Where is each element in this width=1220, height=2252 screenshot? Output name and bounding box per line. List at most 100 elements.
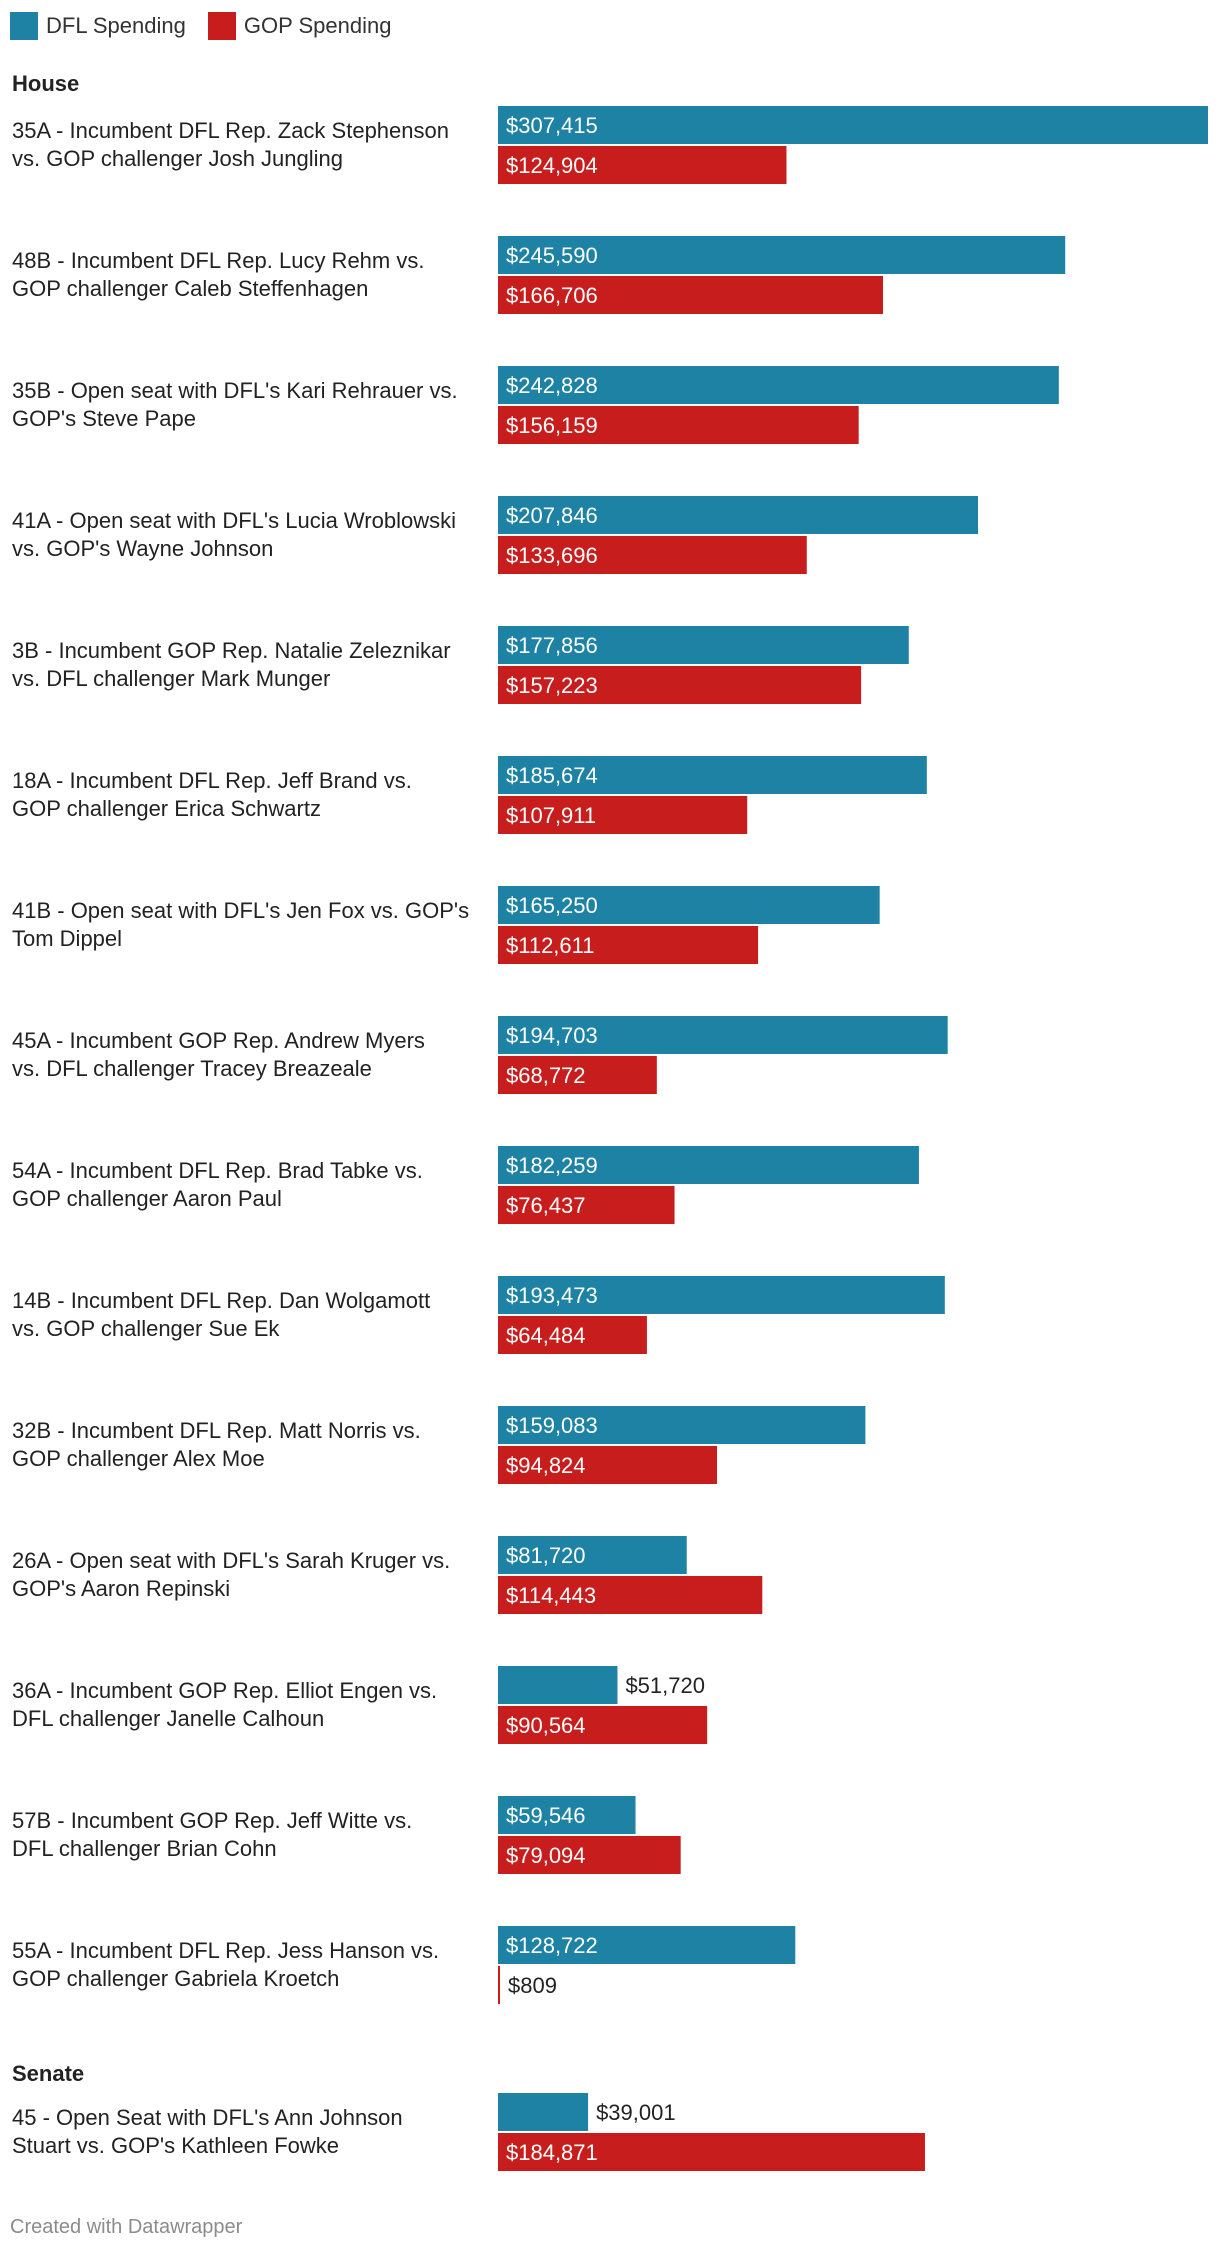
bar-value-dfl: $165,250: [506, 893, 598, 918]
bar-value-gop: $114,443: [506, 1583, 596, 1608]
row-label: 35B - Open seat with DFL's Kari Rehrauer…: [12, 378, 458, 403]
legend-swatch-gop: [207, 12, 236, 40]
bar-value-gop: $76,437: [506, 1193, 586, 1218]
row-label: 41B - Open seat with DFL's Jen Fox vs. G…: [12, 898, 469, 923]
bar-value-dfl: $128,722: [506, 1933, 598, 1958]
section-title-senate: Senate: [12, 2061, 84, 2086]
bar-value-dfl: $207,846: [506, 503, 598, 528]
row-label: 14B - Incumbent DFL Rep. Dan Wolgamott: [12, 1288, 430, 1313]
footer-credit: Created with Datawrapper: [10, 2216, 243, 2238]
bar-value-gop: $64,484: [506, 1323, 586, 1348]
row-label: GOP challenger Gabriela Kroetch: [12, 1966, 339, 1991]
bar-value-gop: $809: [508, 1973, 557, 1998]
bar-gop: [498, 1706, 708, 1744]
bar-gop: [498, 536, 807, 574]
bar-dfl: [498, 1146, 919, 1184]
row-label: DFL challenger Brian Cohn: [12, 1836, 277, 1861]
bar-value-dfl: $193,473: [506, 1283, 598, 1308]
row-label: 36A - Incumbent GOP Rep. Elliot Engen vs…: [12, 1678, 437, 1703]
bar-dfl: [498, 366, 1059, 404]
bar-gop: [498, 926, 759, 964]
bar-gop: [498, 2133, 925, 2171]
row-label: Stuart vs. GOP's Kathleen Fowke: [12, 2133, 339, 2158]
bar-gop: [498, 1576, 763, 1614]
bar-value-dfl: $177,856: [506, 633, 598, 658]
bar-gop: [498, 146, 787, 184]
bar-dfl: [498, 2093, 589, 2131]
row-label: vs. GOP challenger Josh Jungling: [12, 146, 343, 171]
legend-item-gop: GOP Spending: [207, 12, 392, 40]
legend-label-gop: GOP Spending: [243, 13, 392, 38]
bar-dfl: [498, 1666, 618, 1704]
row-label: vs. GOP's Wayne Johnson: [12, 536, 273, 561]
row-label: 35A - Incumbent DFL Rep. Zack Stephenson: [12, 118, 449, 143]
legend-swatch-dfl: [10, 12, 38, 40]
bar-dfl: [498, 106, 1208, 144]
row-label: 18A - Incumbent DFL Rep. Jeff Brand vs.: [12, 768, 412, 793]
row-label: 55A - Incumbent DFL Rep. Jess Hanson vs.: [12, 1938, 439, 1963]
bar-value-gop: $112,611: [506, 933, 595, 958]
row-label: DFL challenger Janelle Calhoun: [12, 1706, 324, 1731]
bar-gop: [498, 1186, 675, 1224]
bar-value-dfl: $307,415: [506, 113, 598, 138]
row-label: 3B - Incumbent GOP Rep. Natalie Zeleznik…: [12, 638, 451, 663]
bar-gop: [498, 1056, 657, 1094]
bar-value-dfl: $194,703: [506, 1023, 598, 1048]
section-title-house: House: [12, 71, 79, 96]
bar-value-dfl: $51,720: [625, 1673, 705, 1698]
bar-value-gop: $156,159: [506, 413, 598, 438]
bar-value-gop: $68,772: [506, 1063, 586, 1088]
row-label: 32B - Incumbent DFL Rep. Matt Norris vs.: [12, 1418, 421, 1443]
bar-dfl: [498, 236, 1066, 274]
bar-value-gop: $90,564: [506, 1713, 586, 1738]
bar-value-dfl: $182,259: [506, 1153, 598, 1178]
bar-dfl: [498, 1276, 945, 1314]
row-label: 45 - Open Seat with DFL's Ann Johnson: [12, 2105, 403, 2130]
bar-gop: [498, 1316, 647, 1354]
row-label: vs. DFL challenger Mark Munger: [12, 666, 330, 691]
row-label: GOP challenger Aaron Paul: [12, 1186, 282, 1211]
bar-dfl: [498, 1926, 796, 1964]
bar-dfl: [498, 1016, 948, 1054]
bar-value-dfl: $245,590: [506, 243, 598, 268]
row-label: GOP's Aaron Repinski: [12, 1576, 230, 1601]
bar-gop: [498, 666, 862, 704]
bar-value-dfl: $81,720: [506, 1543, 586, 1568]
row-label: 41A - Open seat with DFL's Lucia Wroblow…: [12, 508, 456, 533]
bar-dfl: [498, 626, 909, 664]
row-label: Tom Dippel: [12, 926, 122, 951]
row-label: 45A - Incumbent GOP Rep. Andrew Myers: [12, 1028, 425, 1053]
bar-value-dfl: $59,546: [506, 1803, 586, 1828]
row-label: 54A - Incumbent DFL Rep. Brad Tabke vs.: [12, 1158, 423, 1183]
bar-dfl: [498, 756, 927, 794]
bar-value-gop: $157,223: [506, 673, 598, 698]
bar-value-gop: $124,904: [506, 153, 598, 178]
bar-value-gop: $107,911: [506, 803, 596, 828]
bar-value-dfl: $185,674: [506, 763, 598, 788]
bar-value-gop: $133,696: [506, 543, 598, 568]
row-label: GOP challenger Caleb Steffenhagen: [12, 276, 368, 301]
row-label: GOP challenger Alex Moe: [12, 1446, 265, 1471]
bar-gop: [498, 1966, 500, 2004]
bar-value-gop: $94,824: [506, 1453, 586, 1478]
row-label: 48B - Incumbent DFL Rep. Lucy Rehm vs.: [12, 248, 424, 273]
bar-gop: [498, 796, 748, 834]
bar-value-gop: $166,706: [506, 283, 598, 308]
row-label: 26A - Open seat with DFL's Sarah Kruger …: [12, 1548, 450, 1573]
bar-gop: [498, 1446, 718, 1484]
bar-value-dfl: $39,001: [596, 2100, 676, 2125]
bar-value-dfl: $242,828: [506, 373, 598, 398]
bar-value-gop: $79,094: [506, 1843, 586, 1868]
bar-dfl: [498, 496, 979, 534]
bar-dfl: [498, 886, 880, 924]
row-label: vs. GOP challenger Sue Ek: [12, 1316, 280, 1341]
bar-value-gop: $184,871: [506, 2140, 598, 2165]
bar-dfl: [498, 1406, 866, 1444]
legend-label-dfl: DFL Spending: [46, 13, 186, 38]
bar-value-dfl: $159,083: [506, 1413, 598, 1438]
bar-gop: [498, 1836, 681, 1874]
row-label: vs. DFL challenger Tracey Breazeale: [12, 1056, 372, 1081]
row-label: GOP's Steve Pape: [12, 406, 196, 431]
bar-dfl: [498, 1796, 636, 1834]
